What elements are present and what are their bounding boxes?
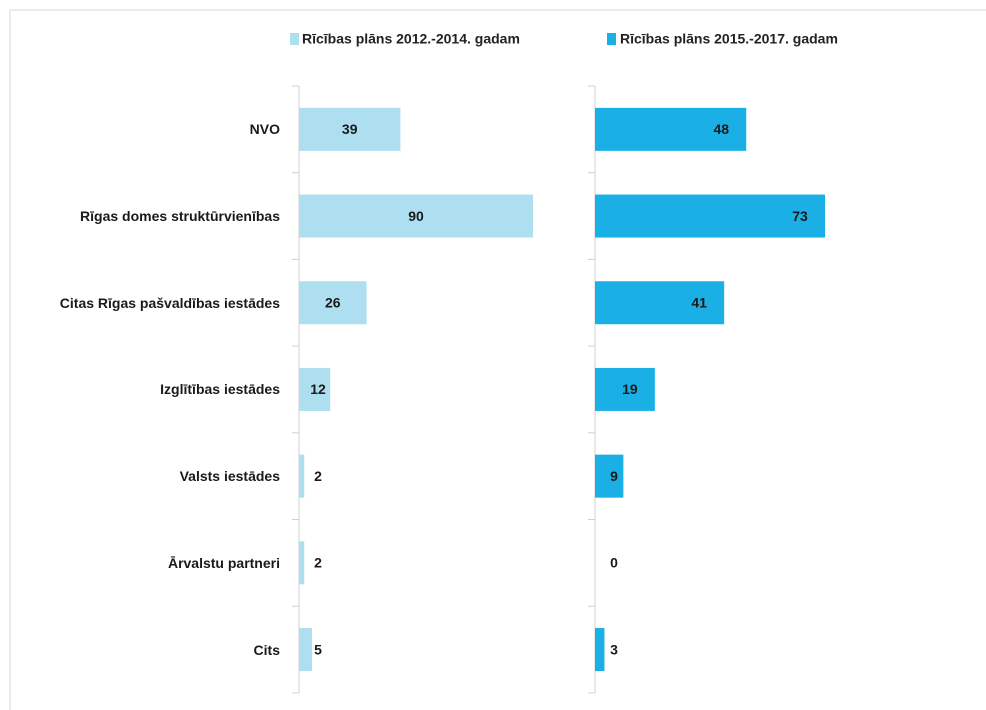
data-label: 9 bbox=[610, 468, 618, 484]
bar bbox=[595, 194, 825, 238]
category-label: Citas Rīgas pašvaldības iestādes bbox=[59, 294, 280, 311]
bar bbox=[595, 454, 624, 498]
bar bbox=[299, 281, 367, 325]
legend-swatch bbox=[607, 33, 616, 45]
data-label: 2 bbox=[314, 468, 322, 484]
bar bbox=[595, 628, 605, 672]
bar bbox=[595, 281, 725, 325]
data-label: 90 bbox=[408, 208, 424, 224]
bar bbox=[595, 107, 747, 151]
category-label: Cits bbox=[253, 641, 280, 658]
legend-label: Rīcības plāns 2012.-2014. gadam bbox=[302, 31, 520, 47]
category-label: Izglītības iestādes bbox=[160, 381, 280, 398]
legend-label: Rīcības plāns 2015.-2017. gadam bbox=[620, 31, 838, 47]
bar bbox=[299, 628, 312, 672]
data-label: 73 bbox=[792, 208, 808, 224]
data-label: 41 bbox=[691, 294, 707, 310]
data-label: 2 bbox=[314, 555, 322, 571]
legend-swatch bbox=[290, 33, 299, 45]
bar bbox=[299, 541, 305, 585]
data-label: 26 bbox=[325, 294, 341, 310]
category-label: NVO bbox=[249, 121, 280, 138]
bar bbox=[299, 454, 305, 498]
data-label: 3 bbox=[610, 641, 618, 657]
data-label: 39 bbox=[342, 121, 358, 137]
bar bbox=[595, 367, 655, 411]
data-label: 5 bbox=[314, 641, 322, 657]
category-label: Valsts iestādes bbox=[179, 468, 280, 485]
data-label: 19 bbox=[622, 381, 638, 397]
bar bbox=[299, 367, 331, 411]
frame bbox=[9, 9, 986, 710]
data-label: 0 bbox=[610, 555, 618, 571]
data-label: 12 bbox=[310, 381, 326, 397]
bar bbox=[299, 194, 533, 238]
category-label: Ārvalstu partneri bbox=[167, 554, 280, 571]
bar bbox=[299, 107, 401, 151]
data-label: 48 bbox=[713, 121, 729, 137]
category-label: Rīgas domes struktūrvienības bbox=[80, 208, 280, 225]
